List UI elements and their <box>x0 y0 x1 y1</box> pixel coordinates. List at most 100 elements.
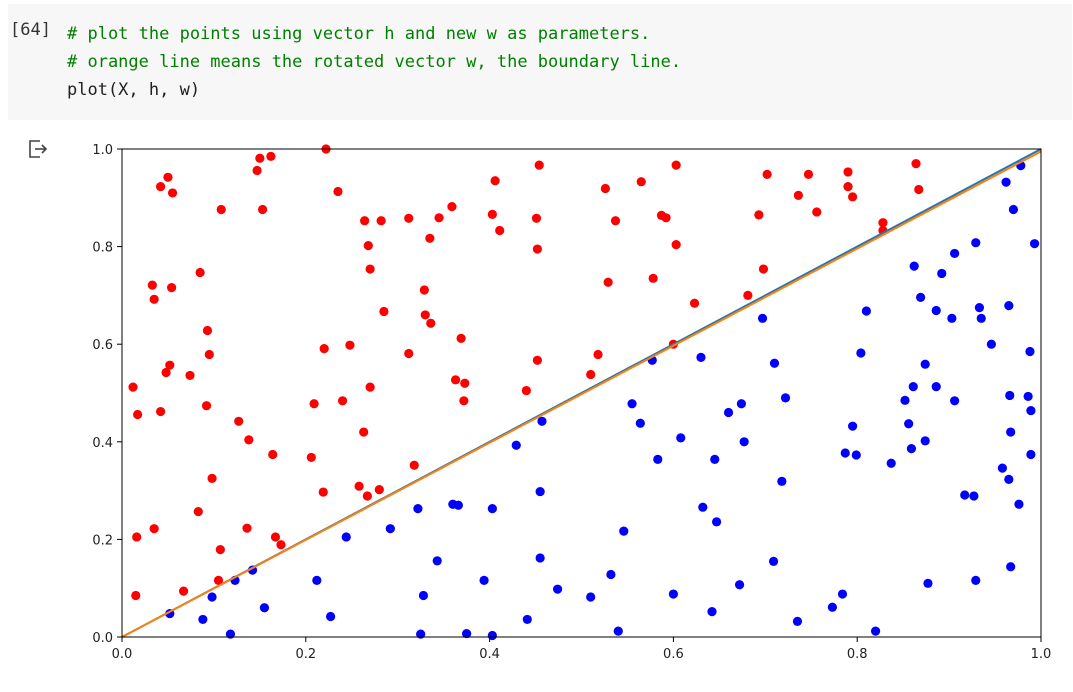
blue-data-point <box>207 592 217 602</box>
red-data-point <box>333 186 343 197</box>
red-data-point <box>434 213 444 223</box>
y-tick-label: 0.4 <box>92 436 113 451</box>
blue-data-point <box>906 444 917 454</box>
blue-data-point <box>225 629 236 639</box>
blue-data-point <box>739 437 749 447</box>
blue-data-point <box>827 602 837 612</box>
blue-data-point <box>1004 301 1014 311</box>
red-data-point <box>812 207 822 217</box>
blue-data-point <box>606 569 616 580</box>
red-data-point <box>319 343 329 354</box>
red-data-point <box>362 491 372 501</box>
red-data-point <box>600 183 610 194</box>
blue-data-point <box>1005 390 1015 401</box>
blue-data-point <box>535 486 545 497</box>
scatter-plot: 0.0 0.2 0.4 0.6 0.8 1.0 0.0 0.2 0.4 0.6 0.8 1.0 <box>92 143 1052 662</box>
vector-w-line <box>121 150 1042 638</box>
blue-data-point <box>198 614 208 625</box>
red-data-point <box>379 306 389 317</box>
output-redirect-icon[interactable] <box>26 138 50 160</box>
blue-data-point <box>969 491 979 501</box>
blue-data-point <box>432 556 442 566</box>
blue-data-point <box>462 628 472 639</box>
red-data-point <box>593 349 603 360</box>
blue-data-point <box>909 261 919 271</box>
code-comment-line-2: # orange line means the rotated vector w… <box>67 52 682 72</box>
red-data-point <box>490 176 500 186</box>
blue-data-point <box>777 476 787 486</box>
code-cell[interactable] <box>8 4 1072 120</box>
red-data-point <box>255 153 265 163</box>
y-tick-label: 1.0 <box>92 143 113 158</box>
red-data-point <box>689 298 700 308</box>
blue-data-point <box>908 382 918 392</box>
red-data-point <box>843 181 853 192</box>
red-data-point <box>345 340 355 350</box>
blue-data-point <box>1014 499 1024 509</box>
code-call-line: plot(X, h, w) <box>67 80 201 100</box>
x-tick-label: 0.2 <box>295 647 316 662</box>
blue-data-point <box>537 416 547 426</box>
red-data-point <box>354 481 364 491</box>
blue-data-point <box>851 450 861 460</box>
y-tick-label: 0.0 <box>92 631 113 646</box>
blue-data-point <box>997 463 1008 473</box>
red-data-point <box>216 204 226 215</box>
red-data-point <box>404 213 414 223</box>
blue-data-point <box>916 292 926 302</box>
blue-data-point <box>1008 204 1019 215</box>
y-tick-label: 0.8 <box>92 241 113 256</box>
blue-data-point <box>736 399 747 409</box>
blue-data-point <box>1006 562 1016 572</box>
x-tick-label: 0.8 <box>847 647 868 662</box>
blue-data-point <box>711 517 722 527</box>
red-data-point <box>193 506 203 517</box>
blue-data-point <box>1004 474 1014 484</box>
y-tick-label: 0.6 <box>92 338 113 353</box>
red-data-point <box>425 233 435 243</box>
blue-data-point <box>511 440 521 450</box>
blue-data-point <box>710 454 720 464</box>
blue-data-point <box>385 524 395 534</box>
blue-data-point <box>635 418 645 428</box>
x-tick-label: 1.0 <box>1031 647 1052 662</box>
red-data-point <box>409 460 419 470</box>
blue-data-point <box>619 526 629 536</box>
blue-data-point <box>976 313 986 323</box>
red-data-point <box>420 310 430 320</box>
blue-data-point <box>627 399 637 409</box>
blue-data-point <box>1023 391 1033 402</box>
red-data-point <box>128 382 138 392</box>
blue-data-point <box>931 305 941 316</box>
red-data-point <box>793 190 803 200</box>
blue-data-point <box>734 580 745 590</box>
red-data-point <box>456 333 466 343</box>
blue-data-point <box>870 626 881 636</box>
red-data-point <box>803 169 814 179</box>
red-data-point <box>155 406 166 417</box>
red-data-point <box>404 348 414 359</box>
blue-data-point <box>768 556 779 566</box>
red-data-point <box>337 396 348 406</box>
blue-data-point <box>1026 405 1036 416</box>
red-data-point <box>376 216 386 226</box>
x-tick-label: 0.0 <box>112 647 133 662</box>
red-data-point <box>163 172 173 182</box>
axes-frame <box>121 148 1042 638</box>
red-data-point <box>460 378 470 388</box>
blue-data-point <box>974 303 985 313</box>
x-tick-label: 0.6 <box>663 647 684 662</box>
red-data-point <box>419 285 429 295</box>
red-data-point <box>610 216 621 226</box>
blue-data-point <box>698 502 708 512</box>
code-editor[interactable]: # plot the points using vector h and new… <box>67 20 681 104</box>
blue-data-point <box>986 339 996 349</box>
red-data-point <box>306 452 316 463</box>
blue-data-point <box>1025 346 1035 357</box>
red-data-point <box>149 294 159 304</box>
red-data-point <box>531 213 542 223</box>
red-data-point <box>167 282 177 293</box>
red-data-point <box>661 213 671 223</box>
blue-data-point <box>937 268 947 279</box>
red-data-point <box>843 167 853 177</box>
